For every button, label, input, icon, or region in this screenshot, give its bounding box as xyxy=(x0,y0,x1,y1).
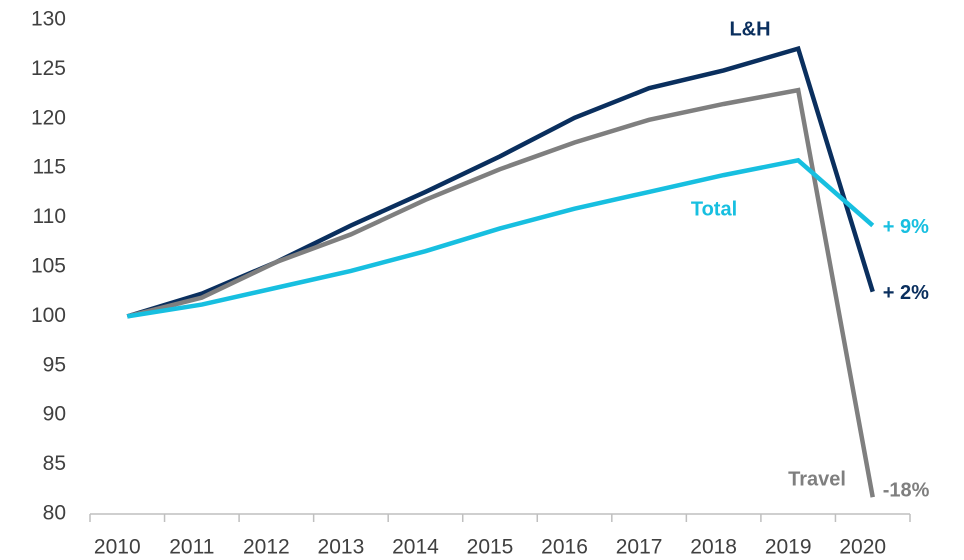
y-tick-label: 125 xyxy=(31,57,66,80)
x-tick-label: 2018 xyxy=(690,536,737,559)
series-label: Total xyxy=(691,198,737,220)
x-tick-label: 2016 xyxy=(541,536,588,559)
y-tick-label: 80 xyxy=(43,502,66,525)
x-tick-label: 2014 xyxy=(392,536,439,559)
y-tick-label: 85 xyxy=(43,452,66,475)
end-label: + 2% xyxy=(883,282,929,304)
x-tick-label: 2012 xyxy=(243,536,290,559)
y-tick-label: 110 xyxy=(33,205,66,228)
x-tick-label: 2015 xyxy=(467,536,514,559)
y-tick-label: 115 xyxy=(33,156,66,179)
y-tick-label: 105 xyxy=(31,255,66,278)
x-tick-label: 2020 xyxy=(839,536,886,559)
x-tick-label: 2011 xyxy=(169,536,214,559)
y-tick-label: 90 xyxy=(43,403,66,426)
y-tick-label: 130 xyxy=(31,8,66,31)
x-tick-label: 2013 xyxy=(318,536,365,559)
x-tick-label: 2017 xyxy=(616,536,663,559)
x-tick-label: 2010 xyxy=(94,536,141,559)
y-tick-label: 120 xyxy=(31,106,66,129)
end-label: -18% xyxy=(883,479,930,501)
end-label: + 9% xyxy=(883,216,929,238)
x-tick-label: 2019 xyxy=(765,536,812,559)
series-label: L&H xyxy=(729,18,770,40)
y-tick-label: 100 xyxy=(31,304,66,327)
line xyxy=(126,87,875,498)
line xyxy=(126,45,875,319)
y-tick-label: 95 xyxy=(43,353,66,376)
series-label: Travel xyxy=(788,468,846,490)
line xyxy=(126,157,875,319)
